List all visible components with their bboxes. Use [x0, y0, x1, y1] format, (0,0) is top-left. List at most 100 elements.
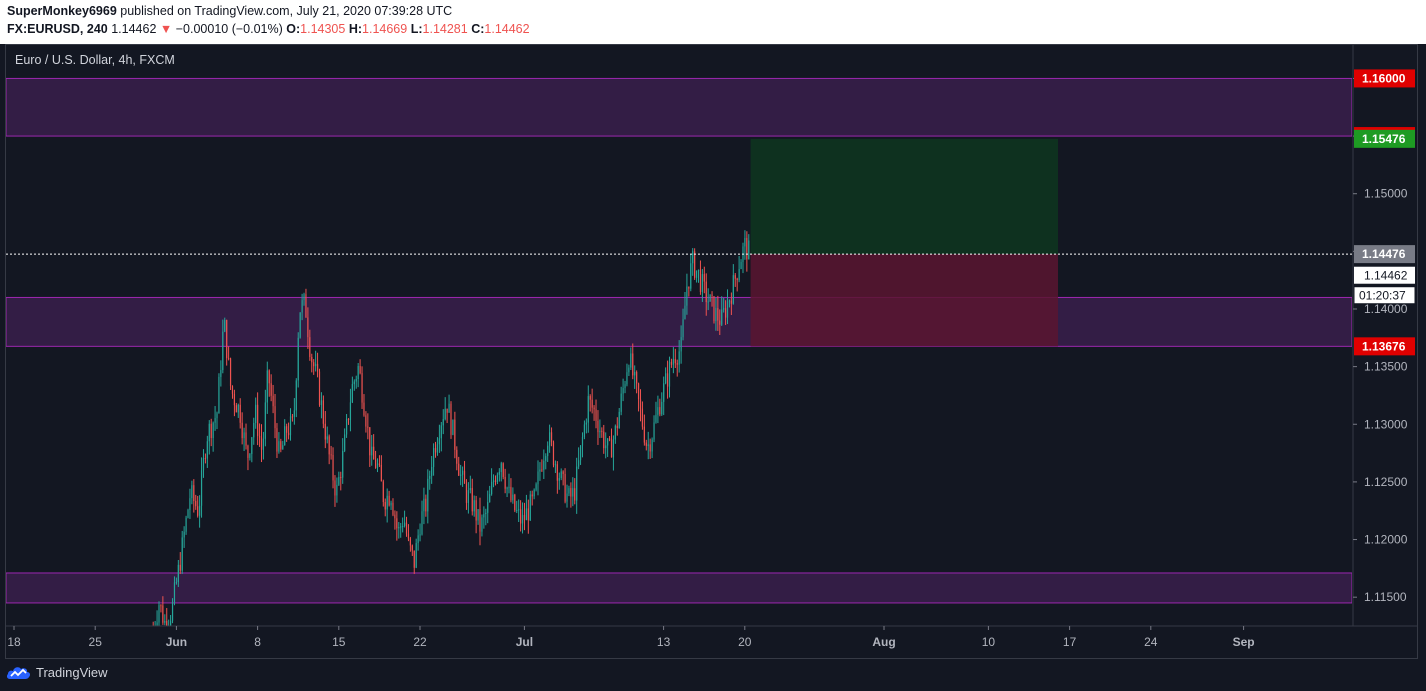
candle-body: [241, 422, 243, 439]
candle-body: [315, 363, 317, 367]
candle-body: [724, 308, 727, 318]
candle-body: [570, 488, 572, 497]
candle-body: [663, 383, 665, 402]
candle-body: [647, 444, 649, 446]
candle-body: [618, 411, 620, 429]
candle-body: [423, 498, 425, 512]
candle-body: [655, 414, 657, 423]
candle-body: [197, 506, 199, 516]
y-tick-label: 1.11500: [1364, 590, 1407, 604]
price-label-text: 1.13676: [1362, 339, 1406, 353]
candle-body: [628, 367, 630, 373]
candle-body: [189, 498, 191, 511]
candle-body: [473, 500, 475, 512]
candle-body: [367, 426, 369, 428]
candle-body: [293, 410, 295, 417]
candle-body: [278, 441, 280, 452]
supply-demand-zone: [6, 572, 1352, 604]
y-tick-label: 1.13000: [1364, 417, 1408, 431]
candle-body: [202, 457, 205, 471]
candle-body: [185, 517, 187, 532]
candle-body: [579, 445, 582, 461]
candle-body: [229, 358, 232, 387]
price-label-text: 1.14476: [1362, 247, 1406, 261]
candle-body: [533, 489, 535, 497]
candle-body: [614, 425, 616, 440]
candle-body: [448, 403, 450, 413]
candle-body: [626, 372, 628, 385]
candle-body: [665, 373, 667, 384]
candle-body: [326, 436, 328, 440]
candle-body: [353, 381, 355, 385]
candle-body: [328, 436, 330, 455]
candle-body: [612, 439, 615, 458]
candle-body: [692, 251, 694, 264]
candle-body: [374, 459, 377, 468]
candle-body: [233, 393, 236, 406]
candle-body: [382, 481, 384, 503]
candle-body: [199, 505, 201, 516]
candle-body: [162, 605, 164, 623]
author-name[interactable]: SuperMonkey6969: [7, 4, 117, 18]
candle-body: [280, 441, 282, 450]
close-value: 1.14462: [484, 22, 530, 36]
candle-body: [711, 294, 713, 297]
open-label: O:: [286, 22, 301, 36]
candle-body: [537, 471, 539, 485]
candle-body: [243, 432, 245, 439]
x-tick-label: Jul: [516, 635, 533, 649]
low-label: L:: [410, 22, 423, 36]
candle-body: [463, 470, 466, 484]
candle-body: [643, 426, 645, 443]
candle-body: [566, 493, 568, 502]
candle-body: [251, 437, 253, 454]
candle-body: [723, 308, 725, 310]
candle-body: [398, 526, 400, 529]
y-tick-label: 1.12000: [1364, 533, 1408, 547]
price-label-box: [1354, 245, 1415, 264]
candle-body: [429, 475, 431, 479]
candle-body: [206, 441, 208, 459]
candle-body: [411, 545, 413, 551]
high-value: 1.14669: [362, 22, 408, 36]
x-tick-label: Jun: [166, 635, 187, 649]
candle-body: [434, 448, 437, 453]
supply-demand-zone: [6, 77, 1352, 137]
candle-body: [680, 337, 682, 352]
candle-body: [578, 460, 580, 467]
candle-body: [378, 463, 381, 465]
candle-body: [359, 366, 361, 374]
tradingview-logo[interactable]: TradingView: [6, 664, 108, 680]
candle-body: [599, 430, 601, 433]
x-tick-label: 17: [1063, 635, 1077, 649]
candle-body: [181, 537, 183, 571]
candle-body: [483, 514, 485, 518]
candle-body: [386, 495, 388, 510]
candle-body: [587, 396, 589, 423]
candle-body: [461, 470, 464, 475]
candle-body: [436, 444, 439, 453]
candle-body: [295, 380, 297, 411]
candle-body: [357, 366, 359, 380]
candle-body: [645, 442, 647, 446]
candle-body: [413, 550, 415, 568]
candle-body: [550, 432, 553, 443]
candle-body: [678, 351, 680, 365]
candle-body: [469, 488, 471, 491]
candle-body: [218, 376, 220, 414]
candle-body: [676, 363, 678, 365]
candle-body: [380, 464, 382, 482]
candle-body: [438, 438, 440, 445]
candle-body: [705, 281, 707, 303]
candle-body: [173, 582, 176, 603]
candle-body: [719, 320, 721, 325]
candle-body: [672, 359, 674, 365]
candle-body: [639, 399, 642, 409]
candle-body: [320, 400, 323, 405]
candle-body: [336, 484, 338, 496]
countdown-box: [1353, 286, 1416, 305]
candle-body: [688, 286, 690, 289]
chart-title: Euro / U.S. Dollar, 4h, FXCM: [15, 53, 175, 67]
candle-body: [388, 495, 390, 506]
